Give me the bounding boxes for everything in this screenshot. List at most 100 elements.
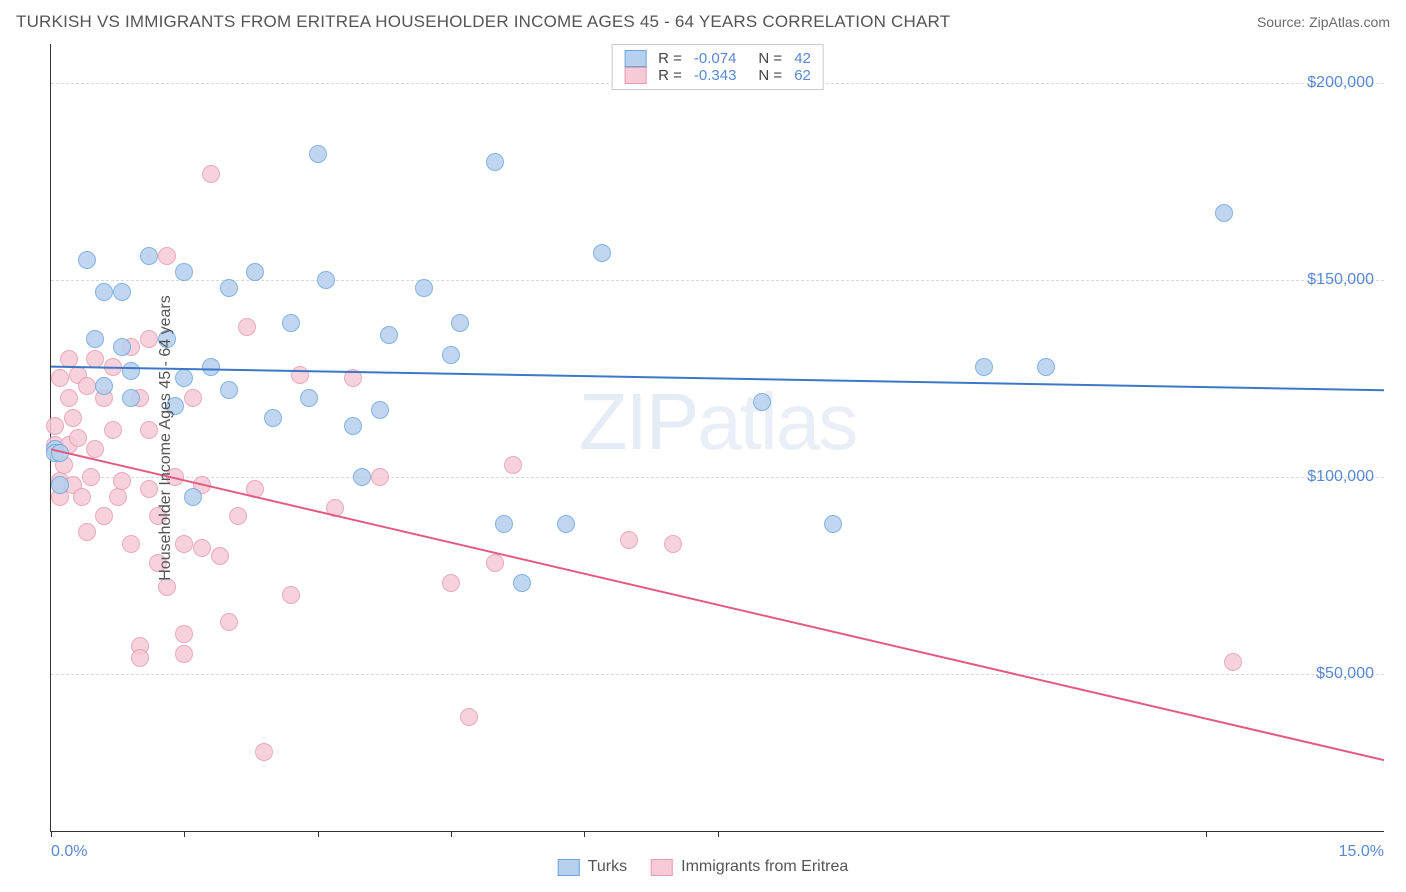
legend-item: Immigrants from Eritrea xyxy=(651,858,848,876)
legend-r-value: -0.074 xyxy=(694,50,737,67)
data-point xyxy=(326,499,344,517)
data-point xyxy=(442,346,460,364)
x-tick xyxy=(584,831,585,837)
legend-swatch xyxy=(624,50,646,67)
data-point xyxy=(975,358,993,376)
data-point xyxy=(255,743,273,761)
data-point xyxy=(122,389,140,407)
data-point xyxy=(113,472,131,490)
data-point xyxy=(113,338,131,356)
legend-r-label: R = xyxy=(658,67,682,84)
x-tick xyxy=(184,831,185,837)
data-point xyxy=(131,649,149,667)
data-point xyxy=(460,708,478,726)
data-point xyxy=(220,279,238,297)
data-point xyxy=(353,468,371,486)
data-point xyxy=(380,326,398,344)
data-point xyxy=(291,366,309,384)
data-point xyxy=(593,244,611,262)
data-point xyxy=(620,531,638,549)
data-point xyxy=(504,456,522,474)
x-tick xyxy=(718,831,719,837)
data-point xyxy=(122,535,140,553)
data-point xyxy=(202,165,220,183)
data-point xyxy=(175,263,193,281)
legend-row: R =-0.074N =42 xyxy=(624,50,811,67)
data-point xyxy=(140,421,158,439)
data-point xyxy=(175,535,193,553)
data-point xyxy=(238,318,256,336)
data-point xyxy=(158,247,176,265)
legend-row: R = -0.343 N = 62 xyxy=(624,67,811,84)
data-point xyxy=(495,515,513,533)
legend-swatch xyxy=(651,859,673,876)
data-point xyxy=(486,554,504,572)
data-point xyxy=(309,145,327,163)
data-point xyxy=(86,350,104,368)
data-point xyxy=(140,480,158,498)
correlation-legend: R =-0.074N =42R =-0.343N =62 xyxy=(611,44,824,90)
gridline xyxy=(51,477,1384,478)
x-tick xyxy=(318,831,319,837)
legend-r-label: R = xyxy=(658,50,682,67)
data-point xyxy=(371,468,389,486)
data-point xyxy=(175,645,193,663)
data-point xyxy=(51,369,69,387)
data-point xyxy=(78,377,96,395)
legend-swatch xyxy=(558,859,580,876)
x-tick xyxy=(451,831,452,837)
data-point xyxy=(513,574,531,592)
data-point xyxy=(86,440,104,458)
series-legend: Turks Immigrants from Eritrea xyxy=(558,858,849,876)
data-point xyxy=(86,330,104,348)
data-point xyxy=(344,369,362,387)
data-point xyxy=(95,283,113,301)
data-point xyxy=(264,409,282,427)
data-point xyxy=(78,523,96,541)
data-point xyxy=(451,314,469,332)
data-point xyxy=(753,393,771,411)
legend-n-label: N = xyxy=(758,67,782,84)
data-point xyxy=(824,515,842,533)
chart-title: TURKISH VS IMMIGRANTS FROM ERITREA HOUSE… xyxy=(16,12,950,32)
data-point xyxy=(1224,653,1242,671)
data-point xyxy=(193,539,211,557)
data-point xyxy=(64,409,82,427)
data-point xyxy=(220,613,238,631)
y-tick-label: $150,000 xyxy=(1307,271,1374,289)
data-point xyxy=(51,476,69,494)
x-axis-min-label: 0.0% xyxy=(51,843,87,861)
data-point xyxy=(184,389,202,407)
data-point xyxy=(486,153,504,171)
data-point xyxy=(282,314,300,332)
data-point xyxy=(78,251,96,269)
data-point xyxy=(202,358,220,376)
data-point xyxy=(317,271,335,289)
data-point xyxy=(184,488,202,506)
data-point xyxy=(282,586,300,604)
data-point xyxy=(69,429,87,447)
data-point xyxy=(82,468,100,486)
legend-swatch xyxy=(624,67,646,84)
legend-label: Turks xyxy=(588,858,627,876)
data-point xyxy=(73,488,91,506)
data-point xyxy=(344,417,362,435)
data-point xyxy=(95,507,113,525)
data-point xyxy=(46,417,64,435)
legend-n-value: 62 xyxy=(794,67,811,84)
legend-item: Turks xyxy=(558,858,627,876)
data-point xyxy=(300,389,318,407)
data-point xyxy=(211,547,229,565)
y-axis-title: Householder Income Ages 45 - 64 years xyxy=(157,295,175,581)
data-point xyxy=(246,480,264,498)
x-tick xyxy=(51,831,52,837)
data-point xyxy=(1215,204,1233,222)
legend-r-value: -0.343 xyxy=(694,67,737,84)
y-tick-label: $100,000 xyxy=(1307,468,1374,486)
data-point xyxy=(1037,358,1055,376)
y-tick-label: $50,000 xyxy=(1316,665,1374,683)
legend-label: Immigrants from Eritrea xyxy=(681,858,848,876)
data-point xyxy=(95,377,113,395)
plot-area: ZIPatlas $50,000$100,000$150,000$200,000… xyxy=(50,44,1384,832)
data-point xyxy=(442,574,460,592)
